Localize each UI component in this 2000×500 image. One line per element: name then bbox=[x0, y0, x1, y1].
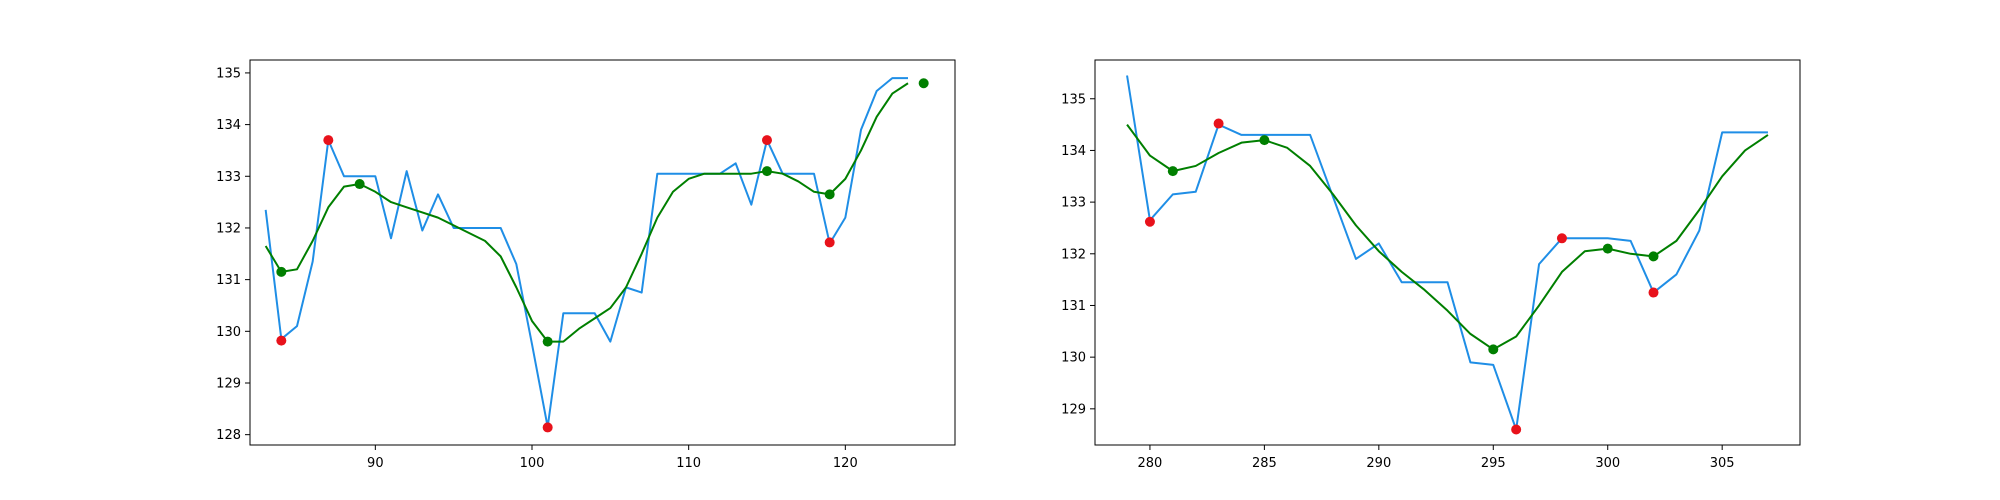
left-chart-y-tick-label-2: 130 bbox=[216, 325, 241, 340]
right-chart-marker-3-4 bbox=[1648, 251, 1659, 262]
right-chart-x-tick-label-1: 285 bbox=[1252, 456, 1277, 471]
left-chart-marker-3-1 bbox=[354, 179, 365, 190]
left-chart-marker-3-0 bbox=[276, 266, 287, 277]
left-chart-x-tick-label-0: 90 bbox=[367, 456, 384, 471]
right-chart-y-tick-label-0: 129 bbox=[1061, 402, 1086, 417]
right-chart-marker-2-3 bbox=[1556, 233, 1567, 244]
right-chart-marker-2-2 bbox=[1511, 424, 1522, 435]
left-chart-marker-2-4 bbox=[824, 237, 835, 248]
left-chart-marker-3-5 bbox=[918, 78, 929, 89]
left-chart-y-tick-label-6: 134 bbox=[216, 118, 241, 133]
right-chart-y-tick-label-1: 130 bbox=[1061, 351, 1086, 366]
right-chart-x-tick-label-2: 290 bbox=[1366, 456, 1391, 471]
right-chart-y-tick-label-3: 132 bbox=[1061, 247, 1086, 262]
left-chart-marker-3-3 bbox=[762, 166, 772, 177]
right-chart-y-tick-label-6: 135 bbox=[1061, 92, 1086, 107]
right-chart-x-tick-label-5: 305 bbox=[1710, 456, 1735, 471]
right-chart-marker-2-4 bbox=[1648, 287, 1659, 298]
left-chart-y-tick-label-0: 128 bbox=[216, 428, 241, 443]
right-chart-series-line-0 bbox=[1126, 75, 1768, 431]
left-chart-x-tick-label-1: 100 bbox=[520, 456, 545, 471]
left-chart-y-tick-label-5: 133 bbox=[216, 170, 241, 185]
right-chart-y-tick-label-2: 131 bbox=[1061, 299, 1086, 314]
left-chart-y-axis: 128 129 130 131 132 133 134 135 bbox=[216, 66, 250, 443]
right-chart-x-tick-label-0: 280 bbox=[1138, 456, 1163, 471]
left-chart: 90 100 110 120 128 129 130 131 132 133 134 135 bbox=[216, 59, 956, 471]
right-chart-y-axis: 129 130 131 132 133 134 135 bbox=[1061, 92, 1095, 417]
left-chart-marker-3-2 bbox=[542, 336, 553, 347]
left-chart-y-tick-label-4: 132 bbox=[216, 221, 241, 236]
left-chart-marker-2-2 bbox=[542, 422, 553, 433]
right-chart-y-tick-label-5: 134 bbox=[1061, 144, 1086, 159]
left-chart-series-line-1 bbox=[264, 82, 909, 343]
right-chart: 280 285 290 295 300 305 129 130 131 132 133 134 135 bbox=[1061, 59, 1801, 471]
right-chart-x-axis: 280 285 290 295 300 305 bbox=[1138, 445, 1735, 471]
left-chart-marker-2-1 bbox=[323, 135, 334, 146]
right-chart-series-line-1 bbox=[1126, 124, 1769, 351]
left-chart-marker-2-0 bbox=[276, 335, 287, 346]
right-chart-plot-area bbox=[1126, 75, 1769, 431]
right-chart-x-tick-label-4: 300 bbox=[1595, 456, 1620, 471]
right-chart-marker-3-0 bbox=[1167, 166, 1178, 177]
left-chart-marker-2-3 bbox=[762, 135, 772, 146]
left-chart-y-tick-label-1: 129 bbox=[216, 376, 241, 391]
right-chart-marker-3-2 bbox=[1488, 344, 1499, 355]
right-chart-marker-2-0 bbox=[1144, 216, 1155, 227]
left-chart-y-tick-label-7: 135 bbox=[216, 66, 241, 81]
left-chart-series-line-0 bbox=[264, 77, 908, 428]
left-chart-x-axis: 90 100 110 120 bbox=[367, 445, 858, 471]
right-chart-y-tick-label-4: 133 bbox=[1061, 196, 1086, 211]
right-chart-x-tick-label-3: 295 bbox=[1481, 456, 1506, 471]
left-chart-y-tick-label-3: 131 bbox=[216, 273, 241, 288]
left-chart-x-tick-label-3: 120 bbox=[833, 456, 858, 471]
left-chart-plot-area bbox=[264, 77, 909, 428]
right-chart-marker-3-3 bbox=[1602, 243, 1613, 254]
left-chart-frame bbox=[249, 59, 956, 446]
right-chart-marker-3-1 bbox=[1259, 135, 1270, 146]
left-chart-x-tick-label-2: 110 bbox=[676, 456, 701, 471]
left-chart-marker-3-4 bbox=[824, 189, 835, 200]
right-chart-marker-2-1 bbox=[1213, 118, 1224, 129]
right-chart-frame bbox=[1094, 59, 1801, 446]
